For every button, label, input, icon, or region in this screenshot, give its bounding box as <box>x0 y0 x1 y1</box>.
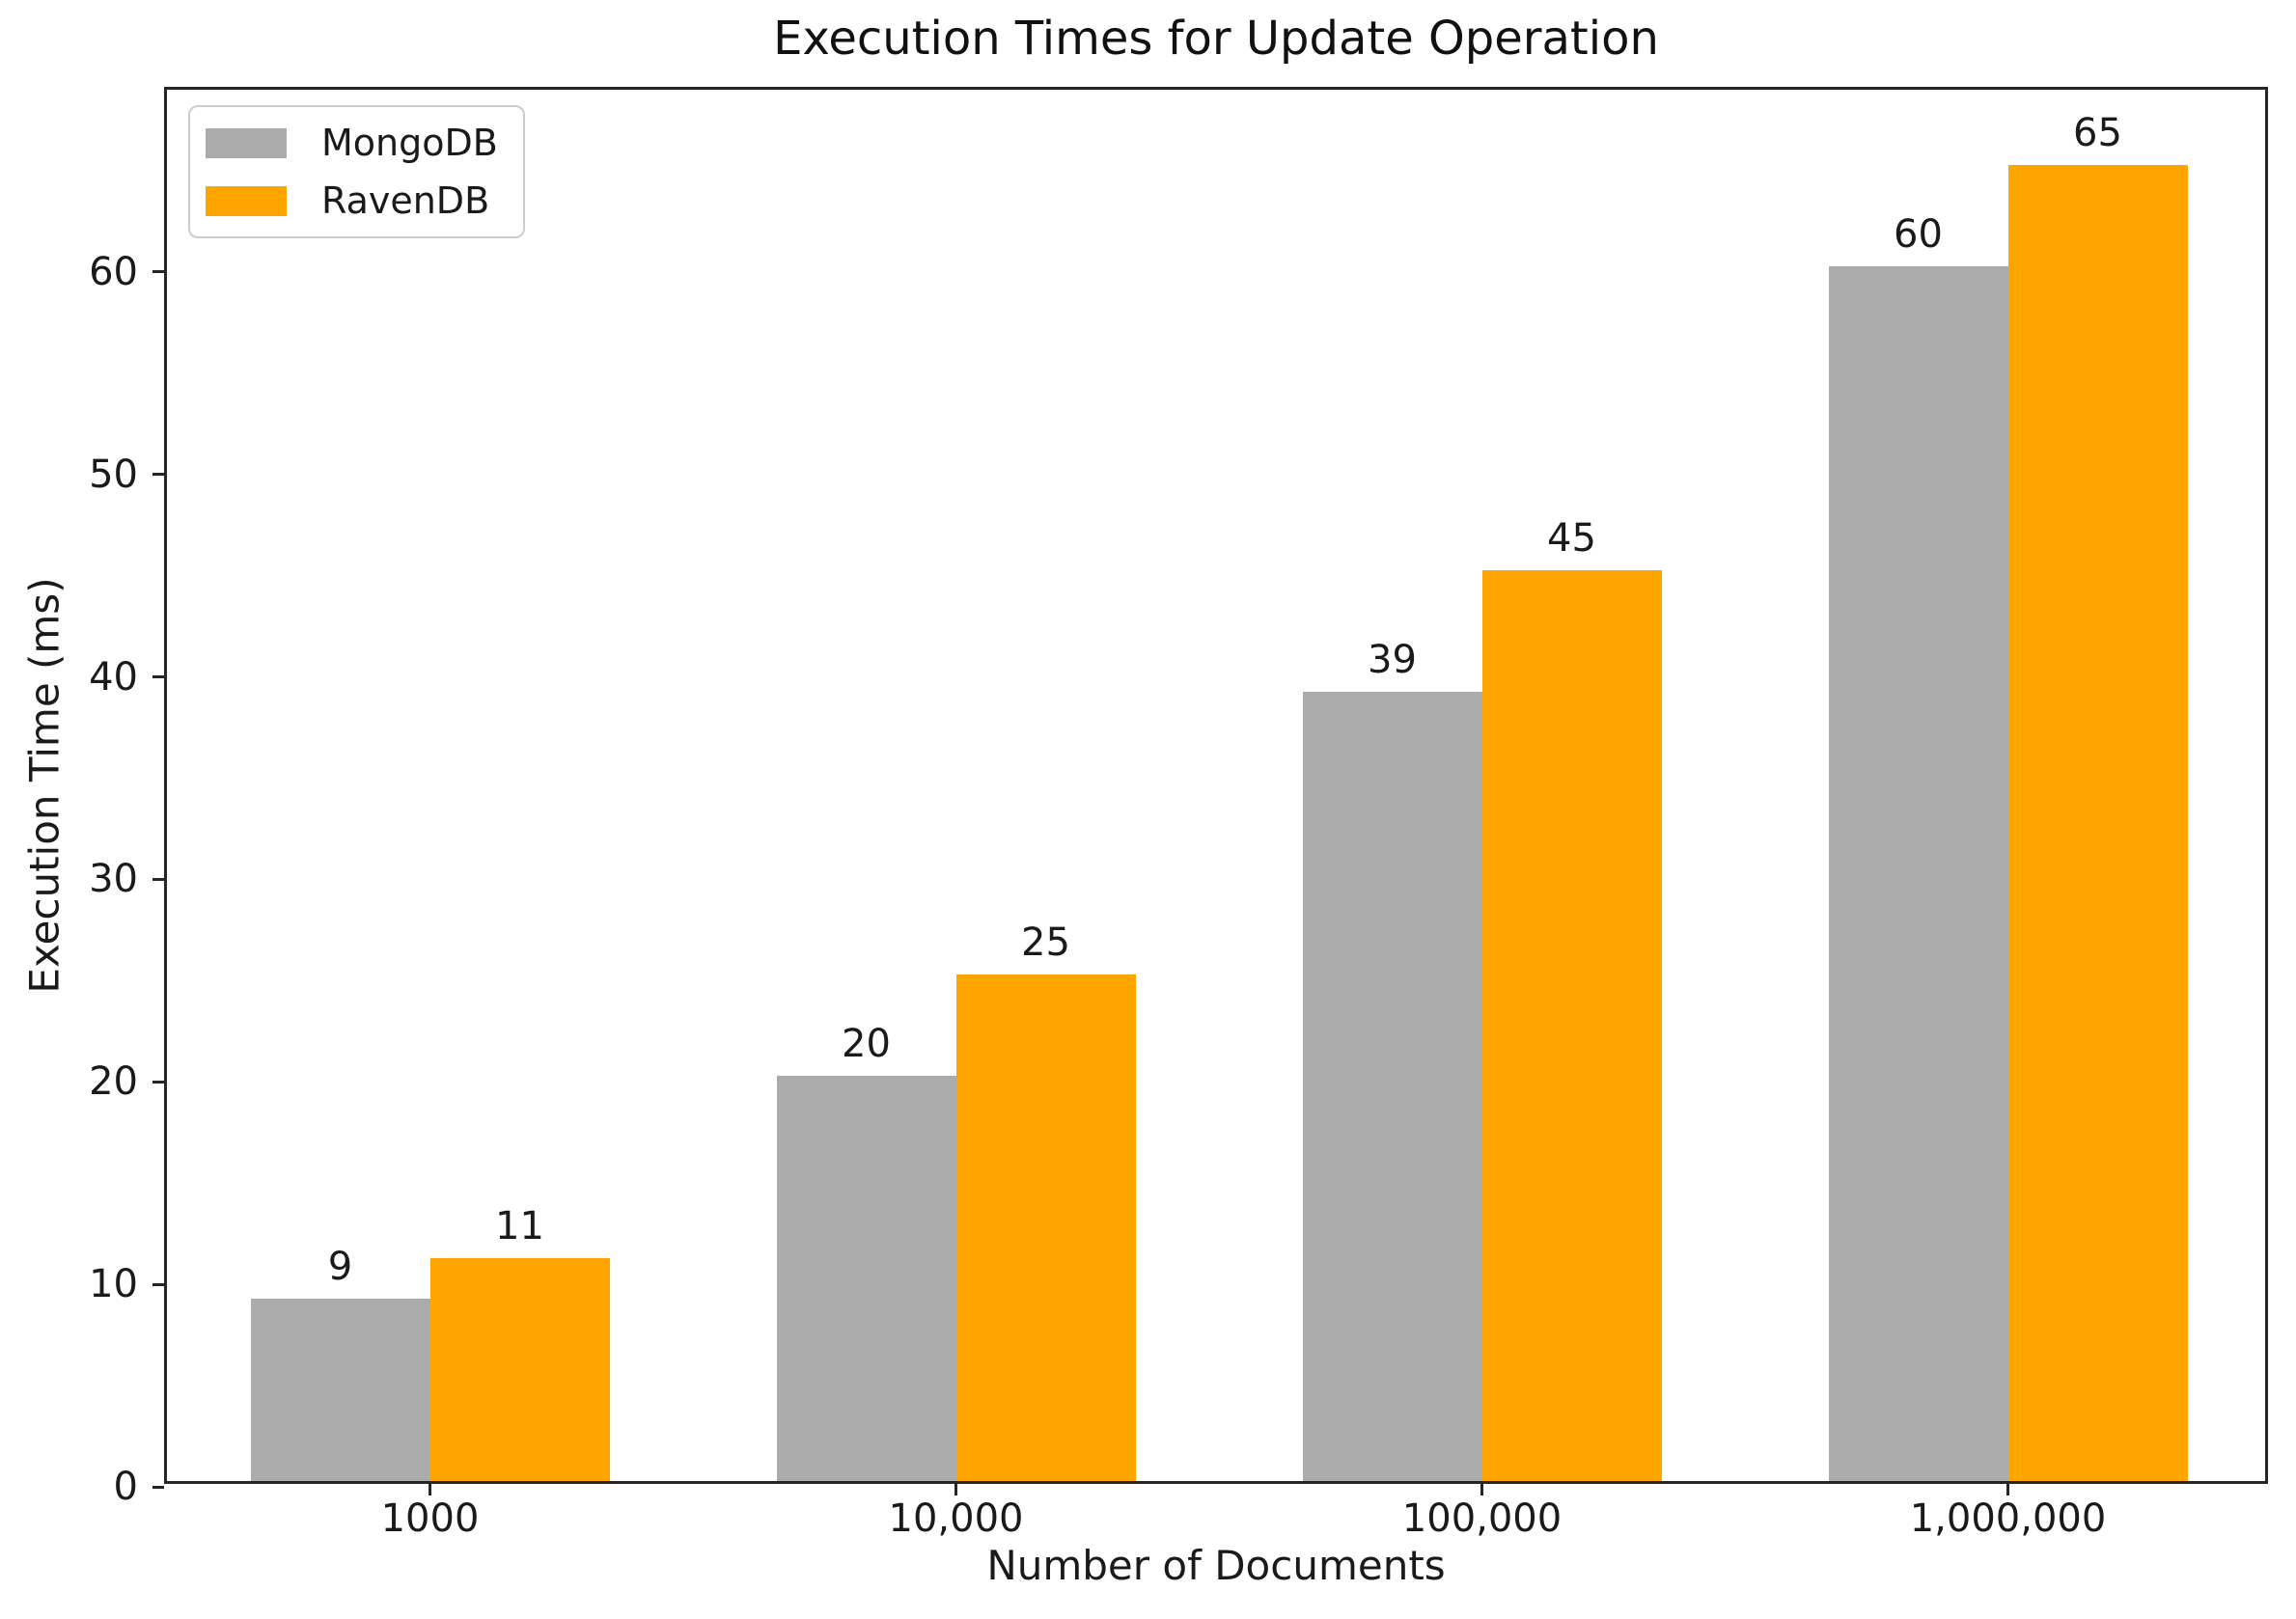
y-tick-label: 20 <box>89 1059 138 1105</box>
x-tick-mark <box>2006 1484 2009 1496</box>
x-tick-label: 1000 <box>380 1496 480 1541</box>
bar-value-label: 9 <box>327 1245 353 1290</box>
legend-swatch-mongodb <box>206 127 287 158</box>
x-axis-label: Number of Documents <box>986 1542 1446 1589</box>
y-tick-label: 50 <box>89 452 138 497</box>
legend-label-ravendb: RavenDB <box>321 179 490 222</box>
x-tick-label: 100,000 <box>1401 1496 1563 1541</box>
y-tick-mark <box>152 1080 164 1084</box>
legend: MongoDB RavenDB <box>188 105 525 238</box>
y-tick-mark <box>152 1485 164 1489</box>
bar-ravendb-100000 <box>1481 569 1662 1481</box>
y-tick-mark <box>152 1282 164 1286</box>
legend-item-ravendb: RavenDB <box>206 182 498 219</box>
bar-value-label: 20 <box>842 1022 891 1067</box>
x-tick-mark <box>429 1484 431 1496</box>
x-tick-mark <box>954 1484 957 1496</box>
y-tick-label: 0 <box>113 1465 138 1509</box>
legend-swatch-ravendb <box>206 185 287 216</box>
plot-area: MongoDB RavenDB 0 10 20 30 40 50 60 1000 9 11 10,0… <box>89 87 2268 1541</box>
x-tick-label: 1,000,000 <box>1909 1496 2107 1541</box>
bar-ravendb-1000 <box>429 1258 610 1481</box>
y-tick-mark <box>152 270 164 274</box>
y-tick-label: 40 <box>89 654 138 700</box>
y-tick-label: 10 <box>89 1262 138 1307</box>
y-axis-label: Execution Time (ms) <box>20 577 69 994</box>
bar-value-label: 25 <box>1021 920 1070 966</box>
bar-ravendb-1000000 <box>2007 164 2188 1481</box>
x-tick-label: 10,000 <box>888 1496 1024 1541</box>
bar-value-label: 65 <box>2073 110 2122 155</box>
bar-ravendb-10000 <box>955 974 1136 1481</box>
bar-value-label: 39 <box>1368 637 1417 682</box>
y-tick-label: 30 <box>89 857 138 902</box>
bar-mongodb-1000 <box>250 1299 430 1481</box>
bar-mongodb-100000 <box>1302 691 1482 1481</box>
y-tick-mark <box>152 675 164 679</box>
chart-title: Execution Times for Update Operation <box>773 12 1659 66</box>
legend-item-mongodb: MongoDB <box>206 124 498 161</box>
x-tick-mark <box>1480 1484 1483 1496</box>
y-tick-mark <box>152 877 164 881</box>
bar-mongodb-10000 <box>776 1076 956 1481</box>
legend-label-mongodb: MongoDB <box>321 122 498 164</box>
bar-value-label: 60 <box>1894 211 1943 257</box>
bar-mongodb-1000000 <box>1828 265 2008 1481</box>
bar-value-label: 45 <box>1547 515 1596 561</box>
y-tick-mark <box>152 473 164 477</box>
y-tick-label: 60 <box>89 249 138 294</box>
bar-value-label: 11 <box>495 1204 544 1249</box>
